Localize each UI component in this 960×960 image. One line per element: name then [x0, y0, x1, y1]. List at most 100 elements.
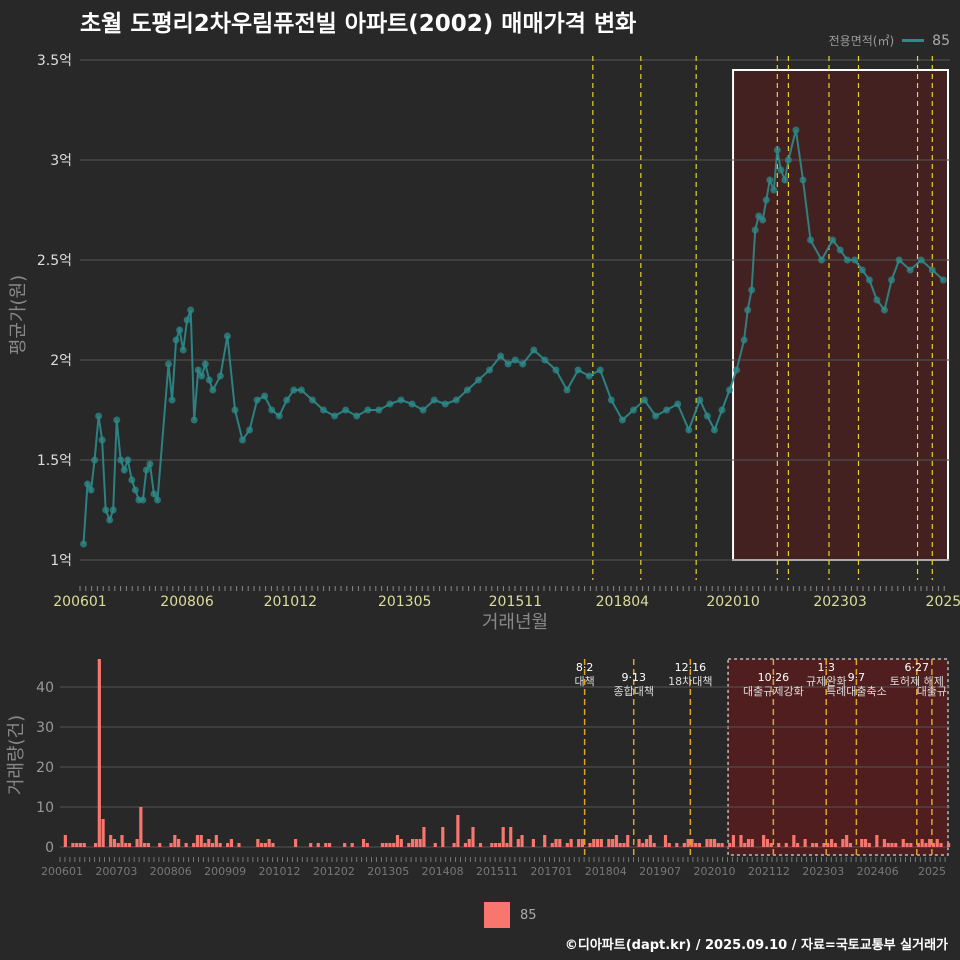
- price-point: [386, 400, 394, 408]
- y-tick-label: 1.5억: [37, 453, 72, 469]
- x-tick-label: 202010: [706, 594, 759, 610]
- volume-bar: [422, 827, 426, 847]
- policy-date: 1·3: [817, 661, 835, 674]
- volume-bar: [82, 843, 86, 847]
- price-point: [441, 400, 449, 408]
- volume-bar: [75, 843, 79, 847]
- price-point: [283, 396, 291, 404]
- volume-bar: [580, 839, 585, 847]
- price-point: [331, 412, 339, 420]
- price-point: [641, 396, 649, 404]
- volume-bar: [365, 843, 369, 847]
- price-point: [474, 376, 482, 384]
- volume-bar: [939, 843, 943, 847]
- price-point: [223, 332, 231, 340]
- volume-bar: [928, 839, 932, 847]
- bar-x-tick-label: 201408: [422, 865, 464, 878]
- volume-bar: [554, 839, 558, 847]
- volume-bar: [543, 835, 547, 847]
- volume-bar: [271, 843, 275, 847]
- price-point: [124, 456, 132, 464]
- price-point: [179, 346, 187, 354]
- volume-bar: [531, 839, 535, 847]
- price-point: [511, 356, 519, 364]
- price-point: [585, 372, 593, 380]
- volume-bar: [920, 839, 924, 847]
- price-point: [95, 412, 103, 420]
- price-point: [574, 366, 582, 374]
- price-point: [131, 486, 139, 494]
- volume-bar: [709, 839, 713, 847]
- bar-x-tick-label: 202406: [857, 865, 899, 878]
- price-point: [888, 276, 896, 284]
- volume-bar: [392, 843, 396, 847]
- price-point: [762, 196, 770, 204]
- volume-bar: [901, 839, 905, 847]
- y-tick-label: 2억: [50, 353, 72, 369]
- price-point: [906, 266, 914, 274]
- volume-bar: [309, 843, 313, 847]
- volume-bar: [207, 839, 211, 847]
- price-point: [766, 176, 774, 184]
- volume-bar: [648, 835, 652, 847]
- bar-x-tick-label: 201701: [530, 865, 572, 878]
- volume-bar: [875, 835, 879, 847]
- volume-bar: [652, 843, 656, 847]
- volume-bar: [463, 843, 468, 847]
- price-point: [168, 396, 176, 404]
- price-point: [759, 216, 767, 224]
- volume-bar: [399, 839, 403, 847]
- volume-bar: [478, 843, 483, 847]
- price-point: [829, 236, 837, 244]
- price-point: [895, 256, 903, 264]
- volume-bar: [143, 843, 147, 847]
- price-point: [865, 276, 873, 284]
- bar-y-tick-label: 30: [36, 720, 54, 736]
- price-point: [205, 376, 213, 384]
- volume-bar: [641, 843, 645, 847]
- volume-bar: [380, 843, 384, 847]
- y-tick-label: 3억: [50, 153, 72, 169]
- price-point: [216, 372, 224, 380]
- price-point: [497, 352, 505, 360]
- volume-bar: [931, 843, 936, 847]
- policy-label: 규제완화: [806, 675, 846, 688]
- price-point: [430, 396, 438, 404]
- volume-bar: [109, 835, 113, 847]
- price-point: [552, 366, 560, 374]
- bar-x-tick-label: 201305: [367, 865, 409, 878]
- price-point: [98, 436, 106, 444]
- volume-bar: [384, 843, 388, 847]
- price-point: [836, 246, 844, 254]
- volume-bar: [214, 835, 218, 847]
- volume-bar: [452, 843, 456, 847]
- volume-bar: [509, 827, 513, 847]
- price-point: [172, 336, 180, 344]
- volume-bar: [694, 843, 698, 847]
- volume-bar: [946, 843, 951, 847]
- price-point: [710, 426, 718, 434]
- volume-bar: [97, 659, 101, 847]
- price-point: [153, 496, 161, 504]
- volume-bar: [848, 843, 853, 847]
- price-point: [781, 176, 789, 184]
- volume-bar: [637, 839, 641, 847]
- volume-bar: [599, 839, 603, 847]
- volume-bar: [324, 843, 328, 847]
- price-point: [142, 466, 150, 474]
- price-point: [109, 506, 117, 514]
- price-point: [408, 400, 416, 408]
- bar-x-tick-label: 202112: [748, 865, 790, 878]
- volume-bar: [588, 843, 592, 847]
- bar-y-tick-label: 0: [45, 840, 54, 856]
- bar-y-tick-label: 40: [36, 680, 54, 696]
- bar-x-tick-label: 201804: [585, 865, 627, 878]
- price-point: [917, 256, 925, 264]
- volume-bar: [822, 843, 826, 847]
- policy-date: 10·26: [758, 671, 790, 684]
- volume-bar: [199, 835, 203, 847]
- volume-bar: [433, 843, 437, 847]
- volume-bar: [663, 835, 668, 847]
- volume-bar: [203, 843, 207, 847]
